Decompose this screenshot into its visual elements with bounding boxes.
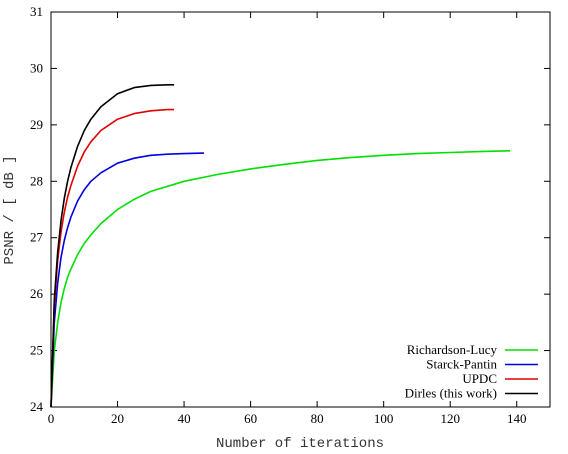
y-tick-label: 25 xyxy=(30,343,43,358)
plot-frame xyxy=(50,11,551,408)
x-tick-label: 100 xyxy=(374,411,394,426)
legend-label-3: Dirles (this work) xyxy=(405,386,497,401)
series-line-3 xyxy=(50,84,175,408)
x-tick-label: 60 xyxy=(244,411,257,426)
series-line-2 xyxy=(50,108,175,408)
y-tick-label: 28 xyxy=(30,173,43,188)
x-tick-label: 40 xyxy=(178,411,191,426)
y-tick-label: 27 xyxy=(30,230,44,245)
series-lines xyxy=(50,84,511,408)
y-tick-label: 31 xyxy=(30,4,43,19)
x-axis-title: Number of iterations xyxy=(216,436,384,452)
x-tick-label: 80 xyxy=(311,411,324,426)
y-tick-label: 24 xyxy=(30,399,44,414)
legend-label-0: Richardson-Lucy xyxy=(407,342,498,357)
y-tick-label: 29 xyxy=(30,117,43,132)
axis-ticks: 0 20 40 60 80 100 120 140 24 25 26 27 28 29 30 31 xyxy=(30,4,550,426)
x-tick-label: 20 xyxy=(111,411,124,426)
legend-label-1: Starck-Pantin xyxy=(426,357,497,372)
y-tick-label: 26 xyxy=(30,286,44,301)
x-tick-label: 120 xyxy=(440,411,460,426)
y-tick-label: 30 xyxy=(30,60,43,75)
series-line-0 xyxy=(50,150,511,408)
series-line-1 xyxy=(50,152,205,408)
legend-label-2: UPDC xyxy=(462,371,497,386)
x-tick-label: 0 xyxy=(48,411,55,426)
y-axis-title: PSNR / [ dB ] xyxy=(2,155,18,264)
x-tick-label: 140 xyxy=(507,411,527,426)
